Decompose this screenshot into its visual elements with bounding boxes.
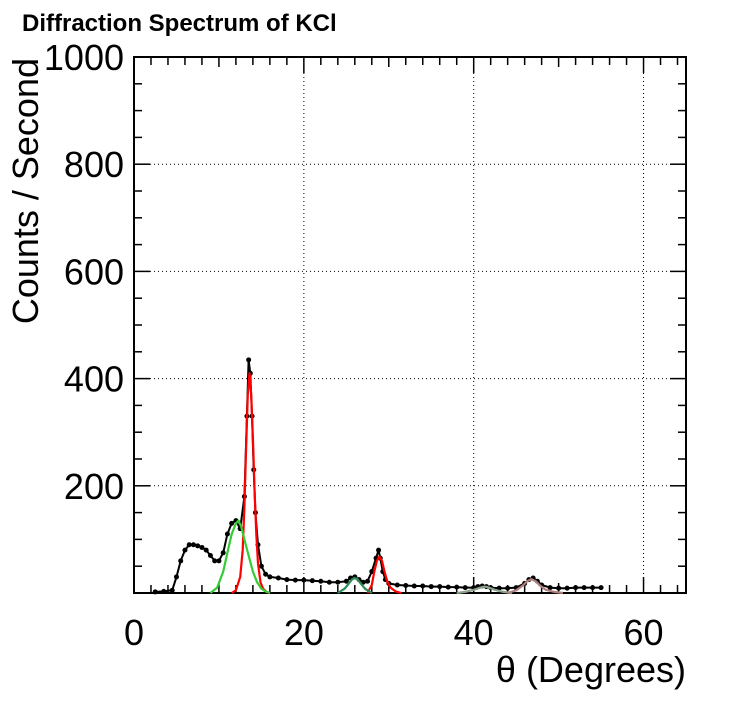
data-point xyxy=(224,531,230,537)
data-point xyxy=(190,542,196,548)
data-point xyxy=(411,583,417,589)
data-point xyxy=(207,552,213,558)
x-tick-label: 40 xyxy=(454,612,494,653)
data-point xyxy=(547,585,553,591)
data-point xyxy=(462,585,468,591)
data-point xyxy=(445,584,451,590)
y-tick-label: 1000 xyxy=(44,37,124,78)
data-point xyxy=(216,558,222,564)
fit-curve xyxy=(231,372,271,595)
data-point xyxy=(203,547,209,553)
data-point xyxy=(220,550,226,556)
data-point xyxy=(564,585,570,591)
data-point xyxy=(199,544,205,550)
fit-curve xyxy=(456,585,513,595)
x-tick-label: 60 xyxy=(624,612,664,653)
data-point xyxy=(326,579,332,585)
data-point xyxy=(301,577,307,583)
data-point xyxy=(598,585,604,591)
data-point xyxy=(437,584,443,590)
tick-labels: 0 20 40 60 200 400 600 800 1000 xyxy=(44,37,664,653)
data-point xyxy=(173,574,179,580)
chart-title: Diffraction Spectrum of KCl xyxy=(22,10,337,37)
axis-ticks xyxy=(133,56,686,594)
y-axis-title: Counts / Second xyxy=(5,58,46,324)
x-tick-label: 0 xyxy=(124,612,144,653)
data-point xyxy=(556,585,562,591)
data-point xyxy=(284,577,290,583)
data-point xyxy=(152,589,158,595)
data-point xyxy=(376,547,382,553)
data-point xyxy=(195,543,201,549)
y-tick-label: 200 xyxy=(64,466,124,507)
data-point xyxy=(309,578,315,584)
y-tick-label: 600 xyxy=(64,251,124,292)
data-point xyxy=(428,584,434,590)
x-tick-label: 20 xyxy=(284,612,324,653)
grid-lines xyxy=(134,57,686,593)
data-point xyxy=(343,578,349,584)
data-point xyxy=(267,574,273,580)
data-point xyxy=(394,582,400,588)
data-point xyxy=(365,578,371,584)
y-tick-label: 800 xyxy=(64,144,124,185)
y-tick-label: 400 xyxy=(64,359,124,400)
data-point xyxy=(182,547,188,553)
data-point xyxy=(246,357,252,363)
fit-curve xyxy=(337,576,373,594)
data-point xyxy=(161,588,167,594)
fit-curve xyxy=(507,577,564,595)
data-point xyxy=(212,558,218,564)
fit-curve xyxy=(366,555,402,595)
data-point xyxy=(454,584,460,590)
data-point xyxy=(275,575,281,581)
data-point xyxy=(178,558,184,564)
data-point xyxy=(169,587,175,593)
data-point xyxy=(581,585,587,591)
data-point xyxy=(403,582,409,588)
x-axis-title: θ (Degrees) xyxy=(496,649,686,690)
data-point xyxy=(186,542,192,548)
data-series xyxy=(152,357,604,595)
data-point xyxy=(292,577,298,583)
data-point xyxy=(318,578,324,584)
data-point xyxy=(229,520,235,526)
data-point xyxy=(505,585,511,591)
data-point xyxy=(590,585,596,591)
fit-curve xyxy=(209,519,271,595)
data-point xyxy=(335,579,341,585)
data-point xyxy=(420,583,426,589)
data-point xyxy=(263,571,269,577)
plot-frame xyxy=(133,56,687,594)
data-point xyxy=(258,563,264,569)
data-point xyxy=(573,585,579,591)
